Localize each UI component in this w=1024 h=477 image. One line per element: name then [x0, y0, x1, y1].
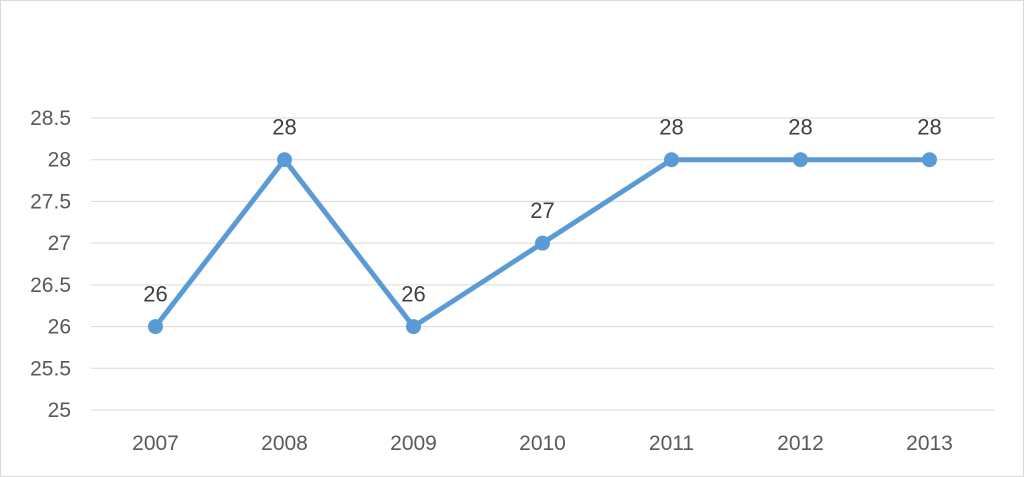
data-label: 28 — [917, 115, 941, 140]
x-tick-label: 2008 — [261, 432, 308, 455]
data-point — [406, 319, 421, 335]
x-tick-label: 2013 — [906, 432, 953, 455]
data-point — [664, 152, 679, 168]
y-tick-label: 26 — [48, 316, 71, 339]
data-label: 27 — [530, 198, 554, 223]
y-tick-label: 25 — [48, 399, 71, 422]
x-tick-label: 2007 — [132, 432, 179, 455]
data-label: 28 — [788, 115, 812, 140]
data-point — [922, 152, 937, 168]
data-labels: 26 28 26 27 28 28 28 — [143, 115, 941, 307]
y-axis-ticks: 25 25.5 26 26.5 27 27.5 28 28.5 — [30, 107, 71, 422]
y-tick-label: 27 — [48, 232, 71, 255]
x-tick-label: 2012 — [777, 432, 824, 455]
data-label: 28 — [272, 115, 296, 140]
y-tick-label: 28 — [48, 149, 71, 172]
series-group — [148, 152, 937, 335]
x-tick-label: 2009 — [390, 432, 437, 455]
data-point — [277, 152, 292, 168]
y-tick-label: 25.5 — [30, 357, 71, 380]
x-axis-ticks: 2007 2008 2009 2010 2011 2012 2013 — [132, 432, 953, 455]
y-tick-label: 27.5 — [30, 190, 71, 213]
data-label: 26 — [143, 282, 167, 307]
x-tick-label: 2011 — [649, 432, 694, 455]
y-tick-label: 28.5 — [30, 107, 71, 130]
data-label: 26 — [401, 282, 425, 307]
x-tick-label: 2010 — [519, 432, 566, 455]
data-point — [148, 319, 163, 335]
y-tick-label: 26.5 — [30, 274, 71, 297]
data-point — [535, 235, 550, 251]
data-label: 28 — [659, 115, 683, 140]
data-point — [793, 152, 808, 168]
